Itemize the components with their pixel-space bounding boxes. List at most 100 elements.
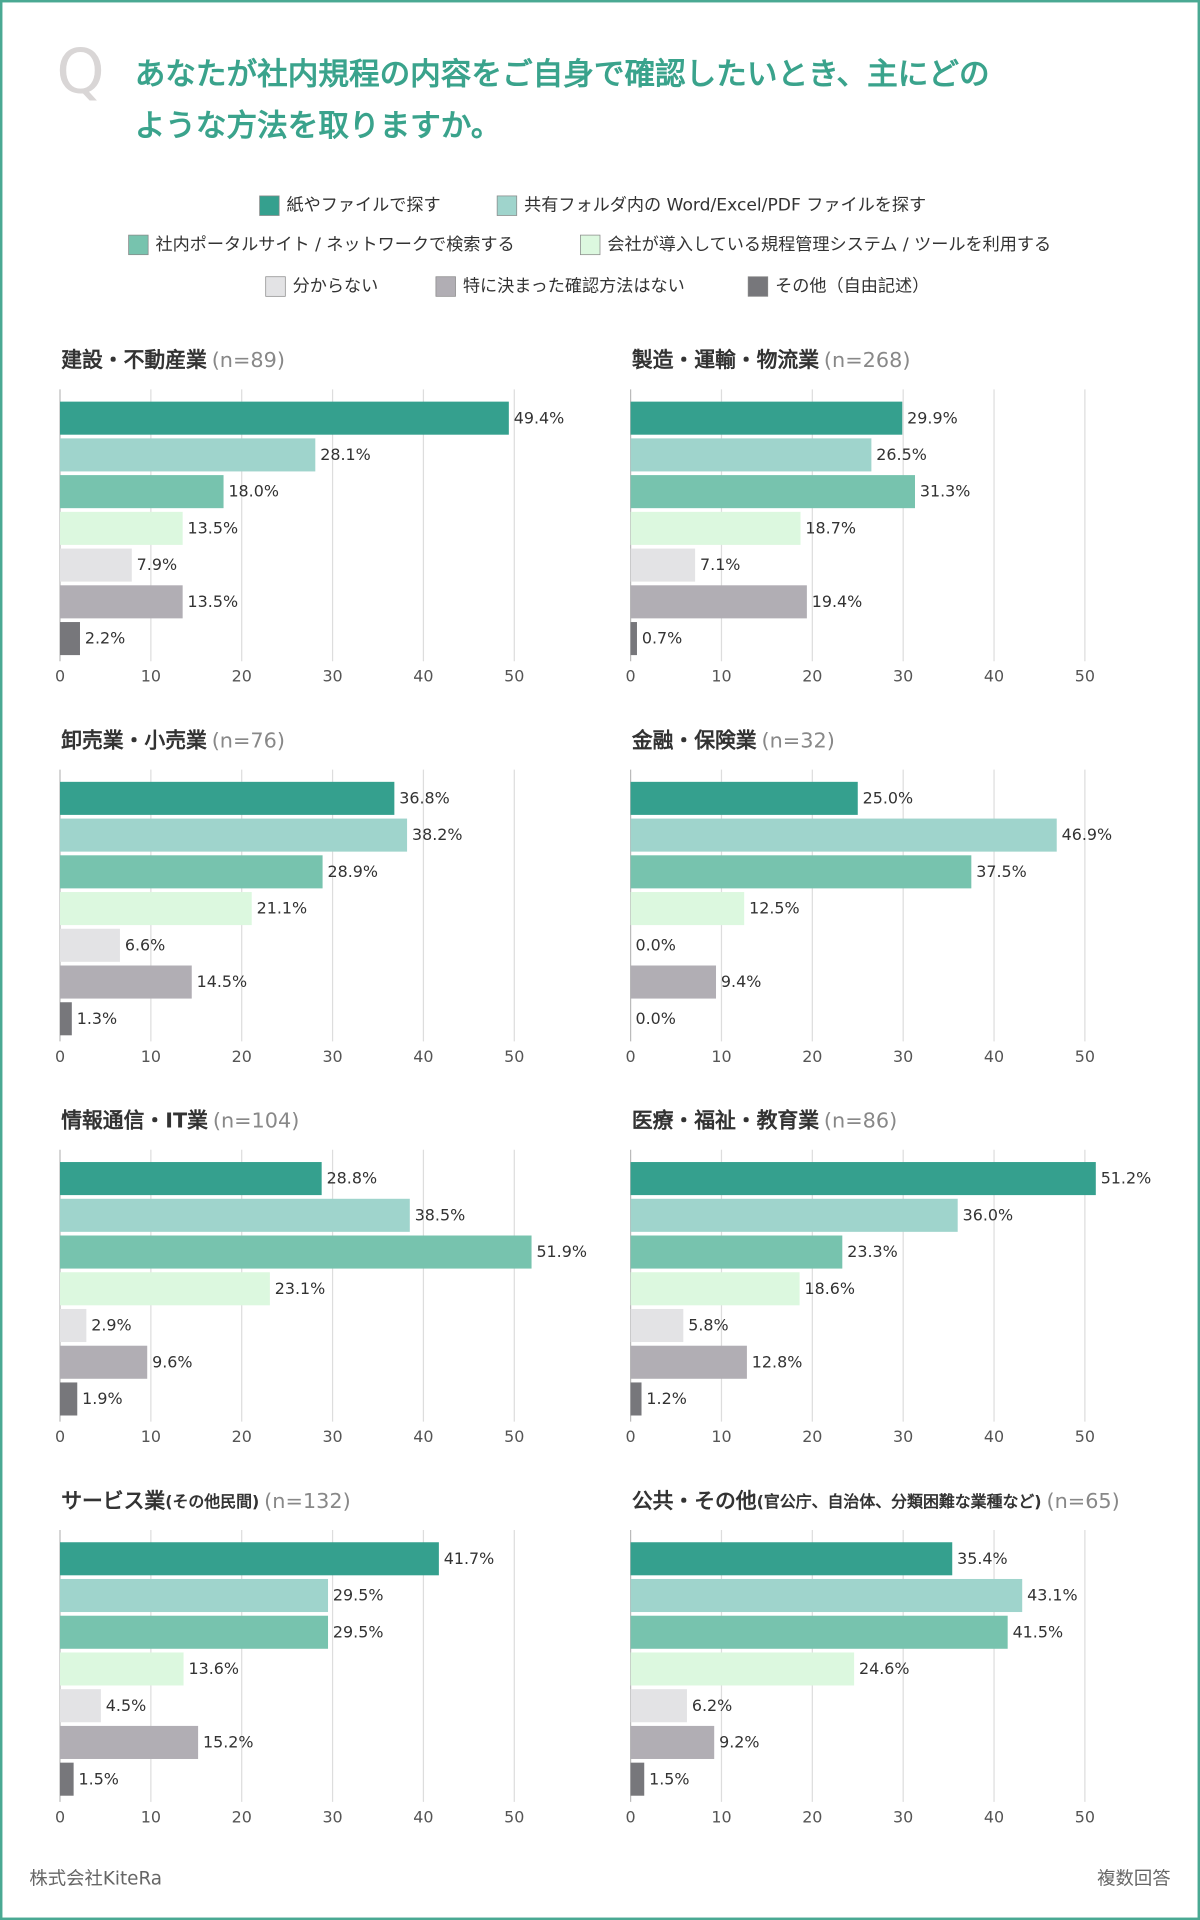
value-label: 29.5% — [333, 1586, 384, 1605]
legend-swatch — [580, 234, 601, 256]
panel-n: (n=132) — [264, 1489, 351, 1513]
bar — [630, 781, 858, 815]
value-label: 1.3% — [77, 1009, 117, 1028]
panel-title: 卸売業・小売業 (n=76) — [61, 728, 285, 752]
panel-n: (n=32) — [762, 728, 835, 752]
x-tick-label: 20 — [232, 1427, 252, 1446]
bar — [60, 548, 132, 582]
value-label: 38.5% — [415, 1205, 466, 1224]
x-tick-label: 20 — [802, 1047, 822, 1066]
panel-title: サービス業(その他民間) (n=132) — [61, 1489, 350, 1513]
x-tick-label: 50 — [504, 1807, 524, 1826]
bar — [60, 855, 323, 889]
value-label: 51.2% — [1101, 1169, 1152, 1188]
legend-label: 社内ポータルサイト / ネットワークで検索する — [156, 235, 515, 255]
bar — [630, 818, 1057, 852]
bar — [630, 1652, 855, 1686]
x-tick-label: 30 — [322, 1047, 342, 1066]
bar — [60, 1578, 329, 1613]
bar — [60, 1762, 74, 1796]
panel-title-main: 建設・不動産業 — [61, 348, 207, 372]
bar — [60, 965, 192, 999]
bar — [60, 1002, 72, 1036]
x-tick-label: 40 — [984, 1047, 1004, 1066]
legend-label: 分からない — [293, 277, 379, 297]
x-tick-label: 0 — [626, 1807, 636, 1826]
x-tick-label: 50 — [1075, 1807, 1095, 1826]
value-label: 1.5% — [649, 1769, 689, 1788]
x-tick-label: 50 — [504, 1047, 524, 1066]
bar — [60, 511, 183, 545]
x-tick-label: 20 — [232, 667, 252, 686]
bar — [630, 1542, 953, 1576]
title-line: ような方法を取りますか。 — [135, 108, 502, 144]
value-label: 12.8% — [752, 1352, 803, 1371]
bar — [630, 1308, 684, 1343]
value-label: 28.8% — [327, 1169, 378, 1188]
legend-label: 紙やファイルで探す — [287, 196, 441, 216]
x-tick-label: 0 — [626, 667, 636, 686]
value-label: 5.8% — [688, 1316, 728, 1335]
x-tick-label: 0 — [55, 1427, 65, 1446]
value-label: 36.8% — [399, 788, 450, 807]
bar — [60, 1345, 148, 1379]
bar — [630, 1615, 1008, 1649]
value-label: 23.1% — [275, 1279, 326, 1298]
x-tick-label: 40 — [413, 1047, 433, 1066]
x-tick-label: 20 — [802, 667, 822, 686]
bar — [60, 892, 252, 926]
x-tick-label: 50 — [504, 1427, 524, 1446]
bar — [60, 622, 80, 656]
bar — [60, 818, 408, 852]
value-label: 12.5% — [749, 899, 800, 918]
x-tick-label: 10 — [141, 667, 161, 686]
x-tick-label: 50 — [1075, 1427, 1095, 1446]
panel-title-note: (その他民間) — [165, 1491, 259, 1510]
footer-note: 複数回答 — [1097, 1869, 1170, 1890]
value-label: 4.5% — [106, 1696, 146, 1715]
x-tick-label: 40 — [413, 1807, 433, 1826]
value-label: 0.0% — [636, 935, 676, 954]
value-label: 46.9% — [1062, 825, 1113, 844]
bar — [60, 1272, 270, 1306]
panel-title-main: 卸売業・小売業 — [61, 728, 207, 752]
bar — [60, 928, 120, 962]
x-tick-label: 30 — [893, 667, 913, 686]
x-tick-label: 10 — [141, 1047, 161, 1066]
x-tick-label: 10 — [141, 1427, 161, 1446]
x-tick-label: 0 — [626, 1427, 636, 1446]
x-tick-label: 50 — [1075, 1047, 1095, 1066]
value-label: 18.7% — [805, 518, 856, 537]
x-tick-label: 0 — [55, 1047, 65, 1066]
panel-title: 金融・保険業 (n=32) — [631, 728, 835, 752]
panel-title-note: (官公庁、自治体、分類困難な業種など) — [757, 1491, 1042, 1510]
panel-title: 情報通信・IT業 (n=104) — [61, 1109, 299, 1133]
bar — [60, 1725, 199, 1759]
x-tick-label: 20 — [802, 1427, 822, 1446]
x-tick-label: 10 — [711, 1047, 731, 1066]
x-tick-label: 20 — [802, 1807, 822, 1826]
value-label: 28.9% — [327, 862, 378, 881]
value-label: 41.7% — [444, 1549, 495, 1568]
value-label: 13.5% — [188, 592, 239, 611]
panel-n: (n=76) — [212, 728, 285, 752]
value-label: 26.5% — [876, 445, 927, 464]
legend-swatch — [496, 195, 518, 216]
panel-n: (n=86) — [824, 1109, 897, 1133]
value-label: 25.0% — [863, 788, 914, 807]
bar — [60, 401, 509, 435]
value-label: 21.1% — [257, 899, 308, 918]
panel-title: 公共・その他(官公庁、自治体、分類困難な業種など) (n=65) — [632, 1489, 1120, 1513]
value-label: 29.9% — [907, 408, 958, 427]
value-label: 14.5% — [197, 972, 248, 991]
bar — [630, 1162, 1096, 1196]
value-label: 9.2% — [719, 1733, 759, 1752]
x-tick-label: 20 — [232, 1047, 252, 1066]
value-label: 7.9% — [137, 555, 177, 574]
x-tick-label: 40 — [413, 667, 433, 686]
value-label: 15.2% — [203, 1733, 254, 1752]
value-label: 9.4% — [721, 972, 761, 991]
bar — [60, 1615, 329, 1649]
